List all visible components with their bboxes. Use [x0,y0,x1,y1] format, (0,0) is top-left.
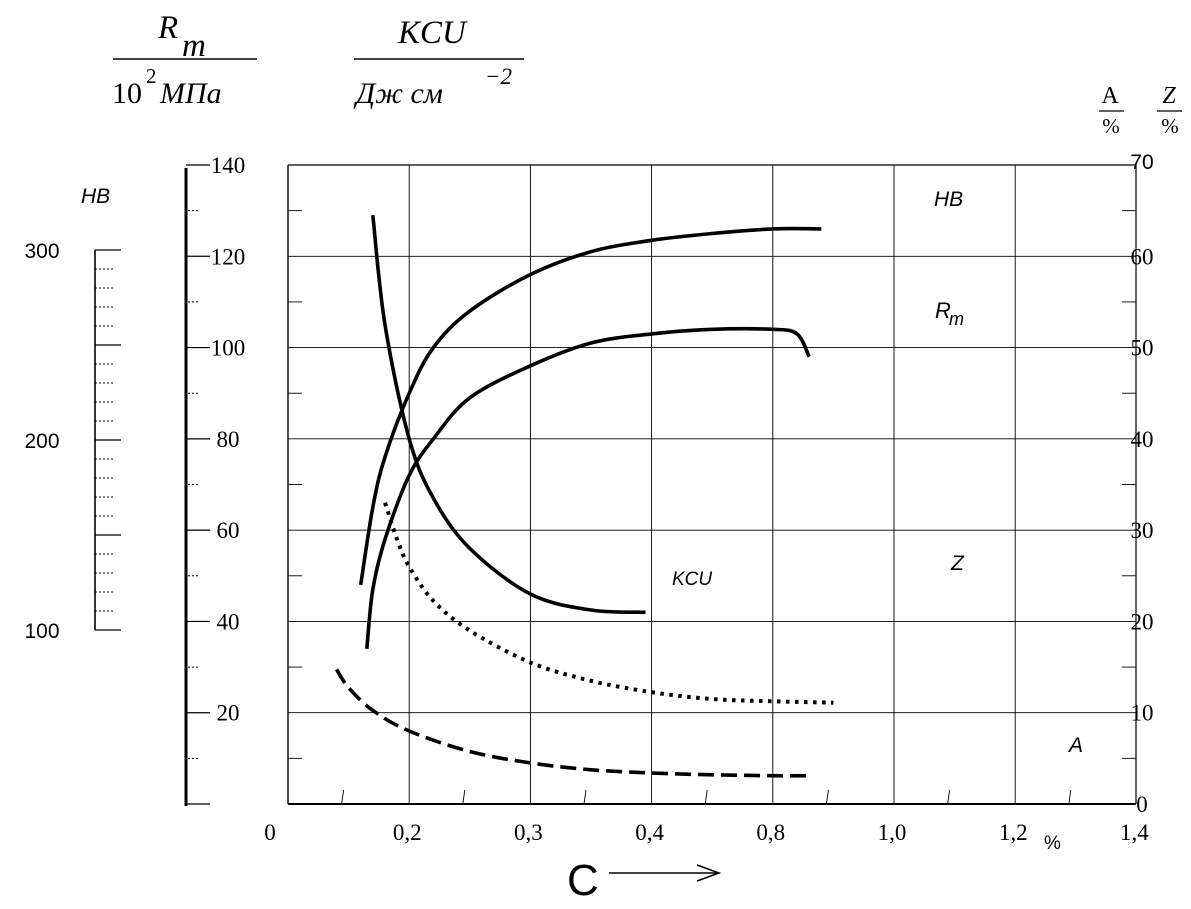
curves [334,214,834,778]
right-axis-tick-label: 30 [1131,518,1154,543]
a-header: A % [1099,83,1124,138]
right-axis-tick-label: 0 [1136,792,1148,817]
kcu-header-den-exp: −2 [485,64,512,89]
svg-text:m: m [949,309,964,329]
kcu-header: KCU Дж см −2 [353,15,524,110]
series-hb-curve [358,226,822,586]
right-axis-tick-label: 40 [1131,427,1154,452]
left-axis-ticks: 140 120 100 80 60 40 20 [186,153,246,805]
hb-axis-tick-label: 200 [24,430,59,453]
rm-header-den-exp: 2 [146,64,157,88]
kcu-header-den-unit: Дж см [353,77,443,110]
x-minor-tick [583,789,587,805]
x-minor-tick [825,789,829,805]
x-axis-tick-label: 0 [264,820,276,845]
right-axis-tick-label: 70 [1130,151,1153,174]
x-axis-tick-label: 0,8 [756,820,785,845]
z-curve-label: Z [950,552,965,575]
left-axis-tick-label: 120 [211,244,246,269]
series-kcu-curve [371,214,646,615]
hb-axis-tick-label: 300 [24,240,59,263]
left-axis-tick-label: 100 [211,336,246,361]
svg-text:R: R [935,298,951,323]
x-minor-tick [947,789,951,805]
x-minor-tick [704,789,708,805]
left-axis-tick-label: 140 [211,153,246,178]
kcu-header-symbol: KCU [397,15,468,51]
rm-header: R m 10 2 МПа [112,10,257,110]
hb-curve-label: HB [934,188,963,211]
x-axis-label: C [567,856,599,905]
x-axis-tick-label: 1,2 [999,820,1028,845]
x-axis-tick-label: 0,2 [393,820,422,845]
right-axis-tick-label: 20 [1131,609,1154,634]
x-axis-tick-label: 0,3 [514,820,543,845]
z-header-symbol: Z [1162,83,1176,109]
rm-header-den-unit: МПа [159,77,222,110]
rm-header-subscript: m [182,28,206,64]
x-axis-ticks: 0 0,2 0,3 0,4 0,8 1,0 1,2 1,4 [264,820,1149,845]
x-minor-tick [1068,789,1072,805]
right-axis-tick-label: 10 [1131,701,1154,726]
x-unit-label: % [1044,833,1061,854]
series-a-curve [334,668,810,778]
x-minor-tick [341,789,345,805]
left-axis-tick-label: 80 [217,427,240,452]
rm-header-symbol: R [157,10,178,46]
left-axis-tick-label: 40 [217,609,240,634]
hb-axis-tick-label: 100 [24,620,59,643]
grid [288,165,1136,805]
left-axis-tick-label: 60 [217,518,240,543]
x-axis-tick-label: 0,4 [635,820,664,845]
rm-curve-label: R m [935,298,964,329]
a-curve-label: A [1067,734,1083,757]
a-header-unit: % [1102,114,1120,138]
x-axis-tick-label: 1,0 [878,820,907,845]
hb-axis-ticks: 300 200 100 [24,240,121,643]
z-header-unit: % [1161,114,1179,138]
x-minor-tick [462,789,466,805]
x-axis-tick-label: 1,4 [1120,820,1149,845]
rm-header-den-base: 10 [112,77,142,110]
right-axis-tick-label: 60 [1131,244,1154,269]
series-z-curve [383,502,834,705]
z-header: Z % [1157,83,1182,138]
kcu-curve-label: KCU [672,569,712,590]
x-axis-arrow [609,864,722,882]
a-header-symbol: A [1101,83,1119,109]
right-axis-tick-label: 50 [1131,336,1154,361]
left-axis-tick-label: 20 [217,701,240,726]
hb-axis-label: HB [81,185,110,208]
series-rm-curve [365,326,811,649]
right-axis-ticks: 70 60 50 40 30 20 10 0 [1130,151,1153,817]
